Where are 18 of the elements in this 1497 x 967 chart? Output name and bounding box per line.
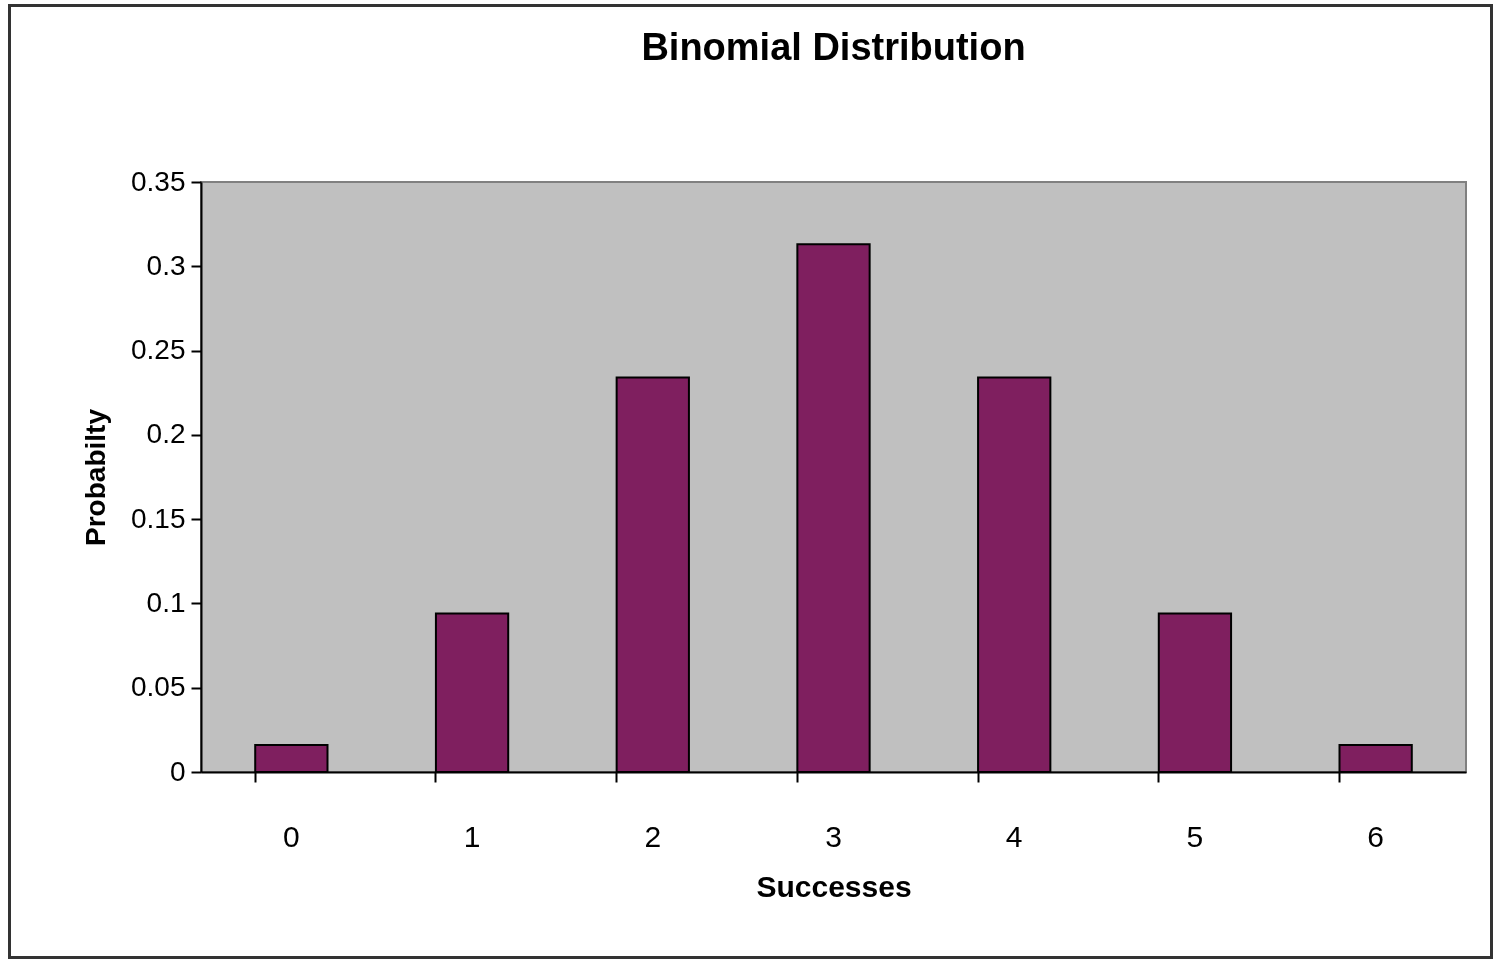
- x-tick-label: 4: [1005, 819, 1023, 853]
- x-tick-label: 1: [463, 819, 481, 853]
- y-tick-label: 0.35: [131, 165, 186, 197]
- x-tick-label: 3: [825, 819, 842, 853]
- y-tick-label: 0: [169, 755, 186, 787]
- x-tick-label: 5: [1186, 819, 1204, 853]
- x-tick-label: 0: [283, 819, 300, 853]
- y-tick-label: 0.1: [146, 586, 186, 618]
- y-tick-label: 0.05: [131, 671, 186, 703]
- y-tick-label: 0.2: [146, 418, 186, 450]
- x-tick-label: 2: [644, 819, 662, 853]
- y-tick-label: 0.25: [131, 334, 186, 366]
- y-tick-label: 0.15: [131, 502, 186, 534]
- chart-title: Binomial Distribution: [641, 26, 1026, 68]
- x-axis-title: Successes: [756, 869, 912, 903]
- y-tick-label: 0.3: [146, 249, 186, 281]
- x-tick-label: 6: [1367, 819, 1384, 853]
- y-axis-title: Probabilty: [80, 408, 111, 546]
